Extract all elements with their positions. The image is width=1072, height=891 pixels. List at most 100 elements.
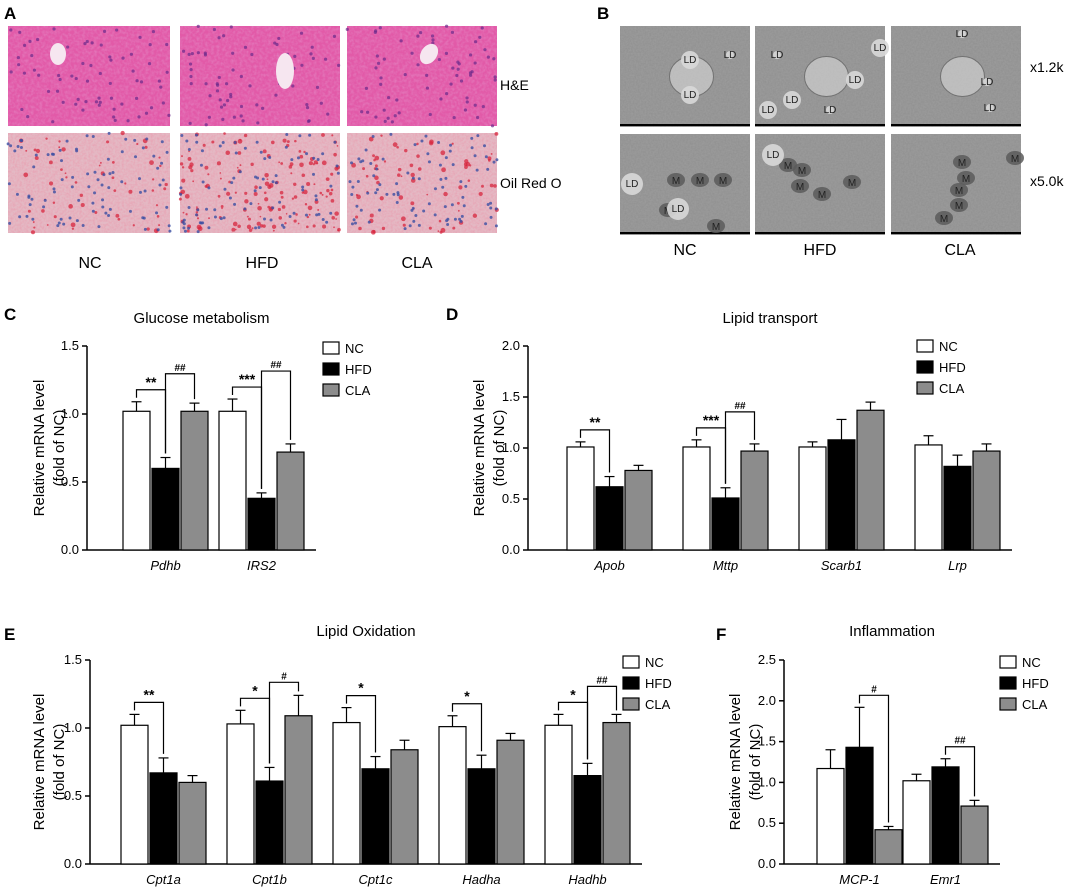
legend-swatch-e-CLA xyxy=(622,697,640,711)
x-tick-label-d-3: Lrp xyxy=(948,558,967,573)
svg-text:M: M xyxy=(818,190,826,201)
bar-c-Pdhb-CLA xyxy=(180,410,209,551)
svg-text:LD: LD xyxy=(771,50,784,61)
bar-e-Cpt1b-CLA xyxy=(284,715,313,865)
significance-f-0: # xyxy=(858,684,890,823)
svg-text:LD: LD xyxy=(762,105,775,116)
significance-label-c-2: *** xyxy=(239,371,256,387)
he-image-hfd xyxy=(180,24,341,127)
svg-text:M: M xyxy=(955,186,963,197)
y-tick-label-e-2: 1.0 xyxy=(64,720,82,735)
legend-label-e-CLA: CLA xyxy=(645,697,671,712)
he-image-cla xyxy=(345,24,497,128)
oil-red-o-image-nc xyxy=(6,130,172,235)
y-tick-label-c-3: 1.5 xyxy=(61,338,79,353)
x-tick-label-d-0: Apob xyxy=(593,558,624,573)
x-tick-label-f-1: Emr1 xyxy=(930,872,961,887)
y-axis-label-d: Relative mRNA level xyxy=(471,380,488,517)
svg-text:M: M xyxy=(719,176,727,187)
legend-label-f-CLA: CLA xyxy=(1022,697,1048,712)
significance-label-c-0: ** xyxy=(146,374,157,390)
significance-label-f-0: # xyxy=(871,684,877,695)
svg-text:M: M xyxy=(712,222,720,233)
svg-text:M: M xyxy=(958,158,966,169)
legend-swatch-e-HFD xyxy=(622,676,640,690)
bar-d-Apob-NC xyxy=(566,446,595,551)
y-tick-label-d-3: 1.5 xyxy=(502,389,520,404)
svg-text:M: M xyxy=(672,176,680,187)
x-tick-label-e-1: Cpt1b xyxy=(252,872,287,887)
svg-text:M: M xyxy=(696,176,704,187)
y-tick-label-d-0: 0.0 xyxy=(502,542,520,557)
y-tick-label-e-0: 0.0 xyxy=(64,856,82,871)
chart-title-d: Lipid transport xyxy=(722,310,818,327)
y-tick-label-f-4: 2.0 xyxy=(758,693,776,708)
panel-label-b: B xyxy=(597,4,609,23)
significance-c-3: ## xyxy=(260,360,292,489)
y-tick-label-f-3: 1.5 xyxy=(758,734,776,749)
bar-f-Emr1-NC xyxy=(902,780,931,865)
panel-label-f: F xyxy=(716,625,726,644)
significance-e-6: ## xyxy=(586,675,618,760)
y-tick-label-e-1: 0.5 xyxy=(64,788,82,803)
bar-d-Mttp-NC xyxy=(682,446,711,551)
significance-label-c-3: ## xyxy=(270,360,282,371)
legend-label-c-NC: NC xyxy=(345,341,364,356)
legend-label-c-CLA: CLA xyxy=(345,383,371,398)
bar-e-Hadha-CLA xyxy=(496,739,525,865)
significance-label-d-1: *** xyxy=(703,412,720,428)
electron-micrograph-panel: LDLDLDLDLDLDLDLDLDLDLDLDMMMMMLDLDMMMMMLD… xyxy=(620,26,1024,235)
svg-text:M: M xyxy=(940,214,948,225)
svg-text:LD: LD xyxy=(724,50,737,61)
svg-text:M: M xyxy=(1011,154,1019,165)
significance-label-e-6: ## xyxy=(596,675,608,686)
histology-group-hfd: HFD xyxy=(246,255,279,272)
svg-text:M: M xyxy=(962,174,970,185)
legend-label-d-NC: NC xyxy=(939,339,958,354)
em-low-image-hfd: LD LD LD LD LD LD xyxy=(755,26,889,127)
legend-swatch-c-NC xyxy=(322,341,340,355)
significance-f-1: ## xyxy=(944,736,976,797)
bar-d-Scarb1-CLA xyxy=(856,409,885,551)
significance-label-e-4: * xyxy=(464,688,470,704)
legend-swatch-d-CLA xyxy=(916,381,934,395)
bar-d-Lrp-HFD xyxy=(943,465,972,551)
bar-e-Cpt1c-NC xyxy=(332,721,361,865)
y-axis-label-c: Relative mRNA level xyxy=(31,380,48,517)
bar-e-Hadhb-CLA xyxy=(602,721,631,865)
significance-label-e-5: * xyxy=(570,686,576,702)
stain-label-he: H&E xyxy=(500,77,529,93)
x-tick-label-e-3: Hadha xyxy=(462,872,500,887)
svg-text:LD: LD xyxy=(956,29,969,40)
em-low-image-cla: LD LD LD xyxy=(891,26,1021,127)
svg-text:LD: LD xyxy=(786,95,799,106)
chart-glucose-metabolism: Glucose metabolism 0.0 0.5 1.0 1.5 Relative m… xyxy=(31,310,372,573)
bar-c-Pdhb-HFD xyxy=(151,467,180,551)
svg-text:LD: LD xyxy=(767,150,780,161)
significance-label-e-1: * xyxy=(252,682,258,698)
svg-text:LD: LD xyxy=(874,43,887,54)
em-high-image-nc: MMMMMLDLD xyxy=(620,134,750,235)
bar-e-Hadhb-HFD xyxy=(573,774,602,865)
chart-title-e: Lipid Oxidation xyxy=(316,623,415,640)
bar-d-Mttp-CLA xyxy=(740,450,769,551)
svg-text:LD: LD xyxy=(626,179,639,190)
em-group-hfd: HFD xyxy=(804,242,837,259)
legend-label-e-HFD: HFD xyxy=(645,676,672,691)
bar-f-MCP-1-HFD xyxy=(845,746,874,865)
legend-swatch-f-CLA xyxy=(999,697,1017,711)
significance-d-2: ## xyxy=(724,401,756,484)
y-tick-label-d-4: 2.0 xyxy=(502,338,520,353)
stain-label-oil-red-o: Oil Red O xyxy=(500,175,562,191)
em-low-image-nc: LD LD LD xyxy=(620,26,750,127)
svg-text:LD: LD xyxy=(849,75,862,86)
bar-d-Lrp-CLA xyxy=(972,450,1001,551)
x-tick-label-c-0: Pdhb xyxy=(150,558,180,573)
bar-d-Scarb1-NC xyxy=(798,446,827,551)
significance-label-c-1: ## xyxy=(174,363,186,374)
x-tick-label-e-4: Hadhb xyxy=(568,872,606,887)
chart-lipid-transport: Lipid transport 0.0 0.5 1.0 1.5 2.0 Relative m… xyxy=(471,310,1012,573)
y-tick-label-e-3: 1.5 xyxy=(64,652,82,667)
x-tick-label-c-1: IRS2 xyxy=(247,558,277,573)
